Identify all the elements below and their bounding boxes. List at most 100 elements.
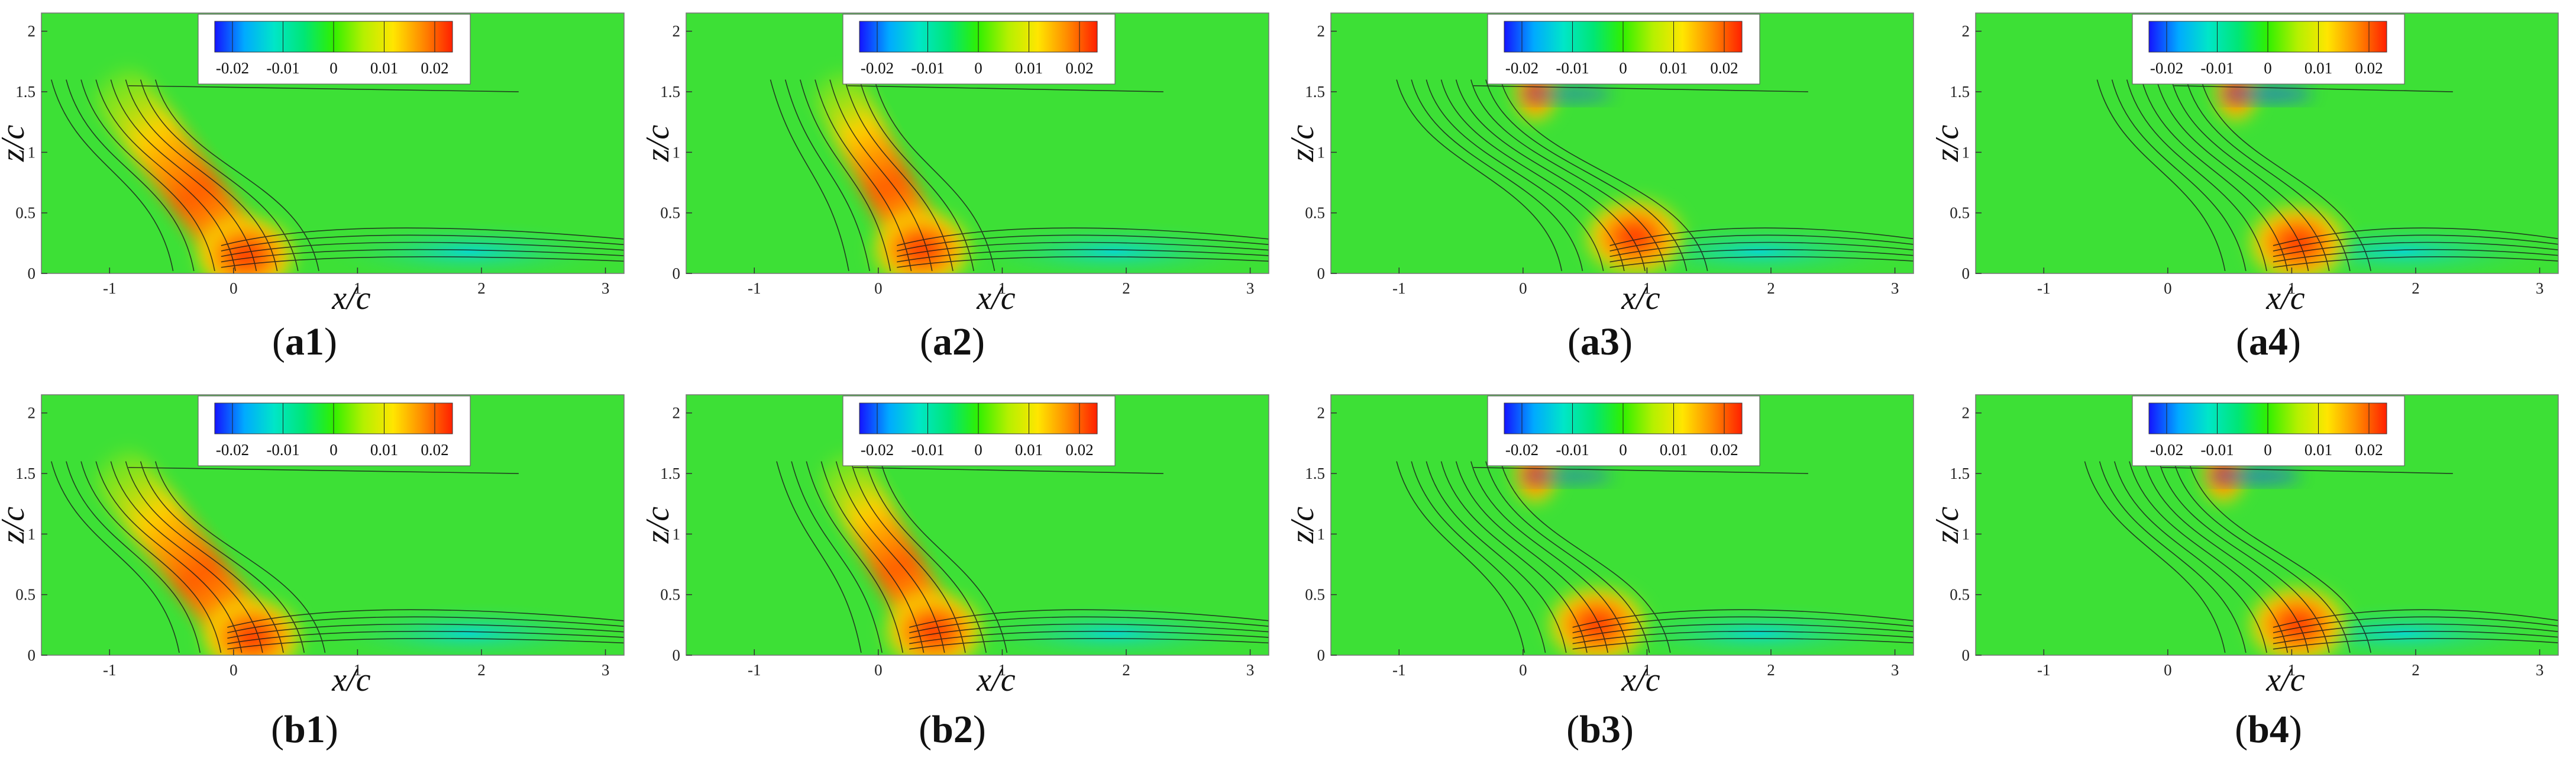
z-tick-label: 2 (28, 404, 36, 422)
colorbar-legend: -0.02 -0.01 0 0.01 0.02 (198, 14, 471, 85)
caption-a4: (a4) (2236, 320, 2301, 363)
colorbar-tick-label: 0.01 (1660, 59, 1688, 77)
colorbar-legend: -0.02 -0.01 0 0.01 0.02 (1487, 395, 1760, 466)
x-tick-label: -1 (2037, 661, 2051, 679)
colorbar-legend: -0.02 -0.01 0 0.01 0.02 (842, 14, 1116, 85)
z-axis-label: z/c (639, 125, 676, 162)
colorbar-tick-label: 0.02 (2355, 441, 2383, 459)
colorbar-legend: -0.02 -0.01 0 0.01 0.02 (198, 395, 471, 466)
x-tick-label: 3 (602, 279, 610, 297)
colorbar-tick-label: 0.02 (1710, 441, 1738, 459)
x-axis-label: x/c (331, 280, 370, 317)
x-tick-label: -1 (748, 279, 761, 297)
plot-frame (1330, 12, 1914, 274)
z-tick-label: 1.5 (15, 83, 35, 101)
z-tick-label: 0.5 (1950, 586, 1970, 604)
x-tick-label: 1 (354, 279, 362, 297)
x-tick-label: 3 (2536, 279, 2544, 297)
z-tick-label: 1 (28, 143, 36, 161)
colorbar-tick-label: 0.01 (370, 441, 398, 459)
z-tick-label: 1 (1962, 525, 1970, 543)
x-axis-label: x/c (2265, 280, 2304, 317)
plot-frame (686, 394, 1269, 656)
colorbar-tick-label: 0 (1619, 59, 1627, 77)
x-tick-label: 2 (1122, 279, 1130, 297)
colorbar-tick-label: 0.01 (1660, 441, 1688, 459)
contour-plot: 0 0.5 1 1.5 2 -1 0 1 2 3 x/c z/c -0.02 -0.01 0 0.01 0.02 (0, 12, 625, 317)
panel-b4: 0 0.5 1 1.5 2 -1 0 1 2 3 x/c z/c -0.02 -0.01 0 0.01 0.02 (1929, 382, 2570, 761)
x-axis-label: x/c (1621, 280, 1660, 317)
x-axis-label: x/c (2265, 662, 2304, 698)
z-tick-label: 1.5 (660, 465, 680, 482)
caption-b2: (b2) (919, 708, 986, 751)
caption-b1: (b1) (271, 708, 338, 751)
z-tick-label: 0 (1962, 265, 1970, 282)
z-axis-label: z/c (1284, 125, 1321, 162)
z-tick-label: 0.5 (15, 204, 35, 222)
contour-lines (1396, 79, 1914, 272)
x-tick-label: 0 (230, 661, 238, 679)
contour-lines (50, 461, 624, 653)
colorbar-tick-label: -0.02 (1505, 59, 1539, 77)
x-tick-label: 0 (874, 279, 883, 297)
colorbar-tick-label: -0.02 (2150, 59, 2183, 77)
colorbar-tick-label: -0.02 (861, 441, 894, 459)
contour-plot: 0 0.5 1 1.5 2 -1 0 1 2 3 x/c z/c -0.02 -0.01 0 0.01 0.02 (1284, 12, 1914, 317)
contour-lines (1396, 461, 1914, 653)
ground-vortex (868, 208, 975, 273)
contour-plot: 0 0.5 1 1.5 2 -1 0 1 2 3 x/c z/c -0.02 -0.01 0 0.01 0.02 (639, 394, 1269, 698)
colorbar-tick-label: 0.02 (2355, 59, 2383, 77)
z-tick-label: 0 (1962, 646, 1970, 664)
colorbar-tick-label: 0 (329, 441, 338, 459)
contour-plot: 0 0.5 1 1.5 2 -1 0 1 2 3 x/c z/c -0.02 -0.01 0 0.01 0.02 (0, 394, 625, 698)
colorbar-tick-label: 0 (2264, 441, 2272, 459)
contour-lines (50, 79, 624, 272)
ground-vortex (2244, 201, 2351, 273)
x-tick-label: 3 (2536, 661, 2544, 679)
caption-a1: (a1) (272, 320, 337, 363)
colorbar-tick-label: 0.02 (1065, 441, 1093, 459)
caption-a3: (a3) (1567, 320, 1633, 363)
contour-plot: 0 0.5 1 1.5 2 -1 0 1 2 3 x/c z/c -0.02 -0.01 0 0.01 0.02 (639, 12, 1269, 317)
colorbar-tick-label: -0.01 (266, 59, 299, 77)
colorbar-tick-label: -0.01 (266, 441, 299, 459)
plot-frame (1975, 12, 2559, 274)
z-tick-label: 2 (1317, 404, 1326, 422)
x-tick-label: 1 (1643, 661, 1651, 679)
z-axis-label: z/c (1284, 507, 1321, 544)
contour-lines (2096, 79, 2558, 272)
colorbar-tick-label: 0.01 (370, 59, 398, 77)
contour-plot: 0 0.5 1 1.5 2 -1 0 1 2 3 x/c z/c -0.02 -0.01 0 0.01 0.02 (1929, 394, 2559, 698)
colorbar-tick-label: 0.02 (1710, 59, 1738, 77)
z-tick-label: 1 (673, 143, 681, 161)
plot-frame (41, 12, 625, 274)
x-axis-label: x/c (976, 662, 1015, 698)
z-axis-label: z/c (0, 125, 31, 162)
x-tick-label: 3 (1246, 661, 1255, 679)
z-tick-label: 0 (673, 265, 681, 282)
z-tick-label: 1 (673, 525, 681, 543)
colorbar-tick-label: -0.02 (216, 441, 249, 459)
z-tick-label: 1 (1317, 143, 1326, 161)
x-tick-label: -1 (748, 661, 761, 679)
z-tick-label: 0.5 (1950, 204, 1970, 222)
colorbar-tick-label: -0.02 (216, 59, 249, 77)
plot-frame (1975, 394, 2559, 656)
colorbar-tick-label: -0.01 (1556, 441, 1589, 459)
x-tick-label: 0 (1519, 661, 1527, 679)
x-tick-label: 1 (998, 279, 1007, 297)
panel-b2: 0 0.5 1 1.5 2 -1 0 1 2 3 x/c z/c -0.02 -0.01 0 0.01 0.02 (639, 382, 1281, 761)
z-tick-label: 2 (28, 22, 36, 40)
z-axis-label: z/c (639, 507, 676, 544)
colorbar-tick-label: 0.02 (421, 59, 448, 77)
colorbar-tick-label: -0.02 (861, 59, 894, 77)
x-tick-label: -1 (1392, 661, 1406, 679)
z-tick-label: 2 (1962, 22, 1970, 40)
x-tick-label: -1 (2037, 279, 2051, 297)
colorbar-tick-label: -0.02 (2150, 441, 2183, 459)
ground-vortex (881, 589, 988, 655)
colorbar-legend: -0.02 -0.01 0 0.01 0.02 (2132, 14, 2405, 85)
caption-b3: (b3) (1566, 708, 1634, 751)
colorbar-tick-label: -0.01 (2200, 59, 2234, 77)
z-axis-label: z/c (0, 507, 31, 544)
